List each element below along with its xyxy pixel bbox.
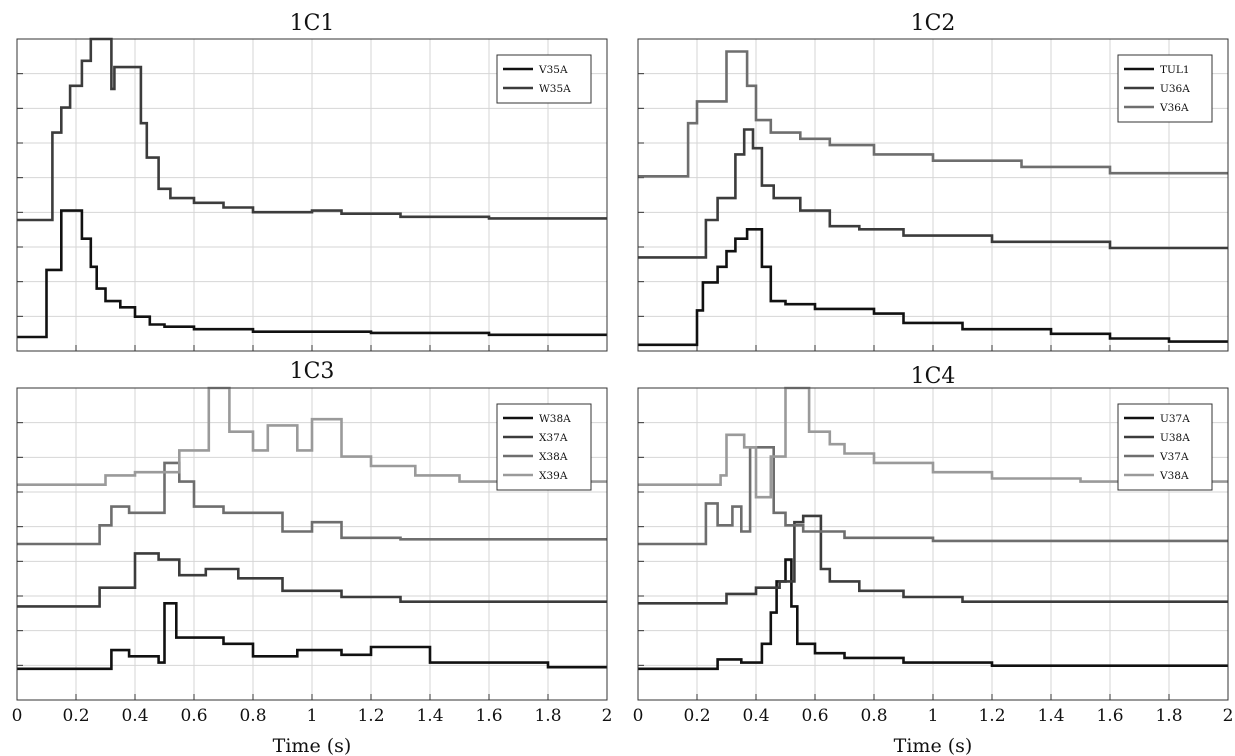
series-line-V37A xyxy=(638,446,1228,546)
x-tick-label: 1.6 xyxy=(1096,706,1123,726)
legend-label: U37A xyxy=(1160,413,1190,425)
legend: TUL1 U36A V36A xyxy=(1117,54,1213,123)
chart-title: 1C1 xyxy=(290,11,335,36)
legend-label: W35A xyxy=(539,83,571,95)
legend-label: U36A xyxy=(1160,83,1190,95)
chart-panel-2: 1C2 TUL1 U36A V36A xyxy=(637,11,1229,352)
chart-panel-3: 1C3 W38A X37A X38A X39A 0 0.2 0.4 0.6 0.8 1 1.2 1.4 1… xyxy=(12,359,613,756)
x-tick-label: 0 xyxy=(12,706,23,726)
legend-label: V38A xyxy=(1159,470,1189,482)
x-tick-label: 0 xyxy=(633,706,644,726)
legend: V35A W35A xyxy=(496,54,592,104)
series-line-TUL1 xyxy=(638,228,1228,347)
plot-frame xyxy=(637,387,1229,701)
x-tick-label: 0.2 xyxy=(683,706,710,726)
series-line-U38A xyxy=(638,514,1228,605)
x-tick-label: 0.8 xyxy=(860,706,887,726)
series-line-V36A xyxy=(638,50,1228,178)
x-tick-label: 0.4 xyxy=(742,706,769,726)
x-tick-label: 1 xyxy=(928,706,939,726)
plot-frame xyxy=(637,38,1229,352)
legend: U37A U38A V37A V38A xyxy=(1117,403,1213,491)
legend: W38A X37A X38A X39A xyxy=(496,403,592,491)
legend-label: X38A xyxy=(539,451,568,463)
series-line-W35A xyxy=(17,37,607,222)
legend-label: W38A xyxy=(539,413,571,425)
x-tick-label: 1.8 xyxy=(1155,706,1182,726)
x-tick-label: 0.2 xyxy=(62,706,89,726)
series-line-V38A xyxy=(638,386,1228,499)
plot-frame xyxy=(16,38,608,352)
x-tick-label: 0.6 xyxy=(180,706,207,726)
series-line-W38A xyxy=(17,602,607,671)
legend-label: TUL1 xyxy=(1160,64,1190,76)
legend-label: X37A xyxy=(539,432,568,444)
x-tick-label: 0.6 xyxy=(801,706,828,726)
x-tick-label: 1.4 xyxy=(1037,706,1064,726)
x-tick-label: 1.2 xyxy=(978,706,1005,726)
chart-panel-4: 1C4 U37A U38A V37A V38A 0 0.2 0.4 0.6 0.8 1 1.2 1.4 1… xyxy=(633,364,1234,756)
series-line-X38A xyxy=(17,461,607,546)
x-tick-label: 0.4 xyxy=(121,706,148,726)
series-line-V35A xyxy=(17,209,607,339)
x-tick-label: 0.8 xyxy=(239,706,266,726)
chart-title: 1C2 xyxy=(911,11,956,36)
x-tick-label: 2 xyxy=(1223,706,1234,726)
x-axis-label: Time (s) xyxy=(273,735,352,756)
x-tick-label: 1.6 xyxy=(475,706,502,726)
series-line-U37A xyxy=(638,558,1228,671)
x-tick-label: 1.4 xyxy=(416,706,443,726)
series-line-X39A xyxy=(17,386,607,486)
x-tick-label: 1.2 xyxy=(357,706,384,726)
legend-box xyxy=(496,54,592,104)
x-axis-label: Time (s) xyxy=(894,735,973,756)
x-tick-label: 2 xyxy=(602,706,613,726)
plot-frame xyxy=(16,387,608,701)
chart-title: 1C3 xyxy=(290,359,335,384)
legend-label: V36A xyxy=(1159,102,1189,114)
series-line-U36A xyxy=(638,128,1228,259)
chart-title: 1C4 xyxy=(911,364,956,389)
chart-panel-1: 1C1 V35A W35A xyxy=(16,11,608,352)
legend-label: V35A xyxy=(538,64,568,76)
series-line-X37A xyxy=(17,552,607,608)
legend-label: V37A xyxy=(1159,451,1189,463)
x-tick-label: 1.8 xyxy=(534,706,561,726)
x-tick-label: 1 xyxy=(307,706,318,726)
legend-label: U38A xyxy=(1160,432,1190,444)
legend-label: X39A xyxy=(539,470,568,482)
